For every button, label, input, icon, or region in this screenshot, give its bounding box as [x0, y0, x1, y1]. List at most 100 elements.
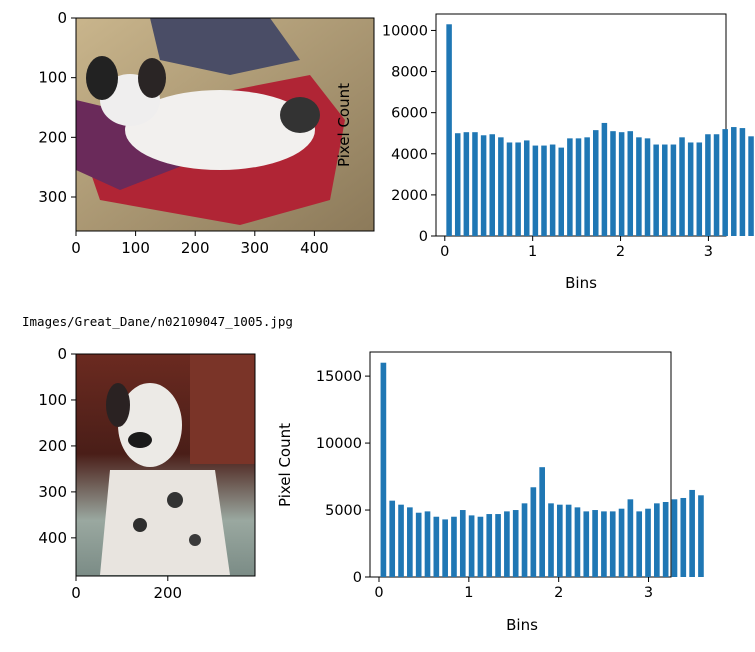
- histogram-bar: [654, 503, 660, 577]
- histogram-bar: [583, 511, 590, 578]
- histogram-bar: [609, 511, 616, 578]
- histogram-bar: [670, 144, 677, 236]
- histogram-bar: [541, 145, 547, 236]
- y-tick-label: 10000: [382, 23, 428, 39]
- photo-dog-body: [125, 90, 315, 170]
- x-tick-label: 0: [374, 585, 383, 601]
- y-tick-label: 0: [353, 570, 362, 586]
- histogram-bar: [477, 516, 484, 577]
- histogram-2-frame: [369, 351, 672, 578]
- histogram-bar: [593, 130, 599, 236]
- image-1-y-axis: 0 100 200 300: [38, 9, 76, 206]
- histogram-bar: [512, 510, 519, 577]
- photo-bookcase: [190, 354, 255, 464]
- histogram-bar: [451, 516, 457, 577]
- histogram-bar: [486, 514, 493, 577]
- y-tick-label: 0: [419, 229, 428, 245]
- histogram-bar: [480, 135, 487, 236]
- histogram-bar: [592, 510, 598, 577]
- histogram-bar: [446, 24, 452, 237]
- histogram-bar: [636, 511, 643, 578]
- histogram-bar: [556, 504, 563, 577]
- y-tick-label: 8000: [391, 65, 428, 81]
- y-tick-label: 4000: [391, 147, 428, 163]
- histogram-bar: [558, 147, 565, 236]
- histogram-bar: [433, 516, 440, 577]
- histogram-1-xlabel: Bins: [565, 274, 597, 292]
- histogram-2-xlabel: Bins: [506, 616, 538, 634]
- histogram-bar: [389, 500, 396, 577]
- histogram-bar: [565, 504, 572, 577]
- histogram-bar: [407, 507, 413, 577]
- histogram-bar: [567, 138, 573, 236]
- histogram-bar: [523, 140, 530, 236]
- histogram-bar: [424, 511, 431, 578]
- histogram-bar: [713, 134, 720, 236]
- histogram-bar: [504, 511, 510, 578]
- histogram-bar: [618, 132, 625, 236]
- histogram-bar: [459, 510, 466, 577]
- histogram-2-ylabel: Pixel Count: [276, 423, 294, 507]
- photo-dog-ear-2: [106, 383, 130, 427]
- histogram-2-bars: [380, 362, 704, 578]
- x-tick-label: 0: [71, 239, 81, 257]
- photo-dog-spot-a: [167, 492, 183, 508]
- image-panel-2: 0 200 0 100 200 300 400: [38, 345, 256, 602]
- histogram-bar: [398, 504, 404, 577]
- photo-dog-patch: [280, 97, 320, 133]
- histogram-bar: [610, 131, 616, 236]
- y-tick-label: 10000: [316, 436, 362, 452]
- histogram-2-x-axis: 0 1 2 3: [374, 577, 653, 601]
- histogram-bar: [489, 134, 495, 236]
- histogram-bar: [731, 127, 737, 236]
- histogram-bar: [662, 502, 669, 577]
- histogram-bar: [627, 499, 634, 577]
- photo-dog-nose-2: [128, 432, 152, 448]
- histogram-bar: [495, 514, 501, 577]
- y-tick-label: 200: [38, 128, 67, 146]
- x-tick-label: 200: [153, 584, 182, 602]
- y-tick-label: 400: [38, 529, 67, 547]
- x-tick-label: 100: [121, 239, 150, 257]
- y-tick-label: 2000: [391, 188, 428, 204]
- histogram-bar: [521, 503, 528, 577]
- x-tick-label: 2: [554, 585, 563, 601]
- histogram-bar: [506, 142, 513, 236]
- photo-dog-body-2: [100, 470, 230, 575]
- histogram-bar: [722, 129, 728, 236]
- y-tick-label: 100: [38, 391, 67, 409]
- histogram-bar: [645, 508, 651, 577]
- x-tick-label: 400: [300, 239, 329, 257]
- histogram-bar: [380, 362, 387, 577]
- x-tick-label: 200: [181, 239, 210, 257]
- histogram-bar: [627, 131, 634, 236]
- y-tick-label: 300: [38, 188, 67, 206]
- photo-dog-ear-right: [138, 58, 166, 98]
- histogram-bar: [696, 142, 703, 236]
- histogram-bar: [748, 136, 754, 236]
- image-1-x-axis: 0 100 200 300 400: [71, 231, 329, 257]
- histogram-bar: [532, 145, 539, 236]
- histogram-bar: [687, 142, 694, 236]
- histogram-1: 0 1 2 3 0 2000 4000 6000 8000 10000 Bins Pixel C…: [335, 13, 754, 292]
- histogram-bar: [454, 133, 461, 236]
- histogram-bar: [539, 467, 545, 577]
- histogram-bar: [644, 138, 651, 236]
- photo-blanket-stripes: [150, 18, 300, 75]
- histogram-1-x-axis: 0 1 2 3: [440, 236, 713, 260]
- histogram-bar: [662, 144, 668, 236]
- histogram-bar: [636, 137, 642, 236]
- histogram-bar: [739, 128, 746, 236]
- histogram-bar: [584, 137, 590, 236]
- histogram-1-y-axis: 0 2000 4000 6000 8000 10000: [382, 23, 436, 245]
- image-path-caption: Images/Great_Dane/n02109047_1005.jpg: [22, 314, 293, 329]
- photo-dog-ear-left: [86, 56, 118, 100]
- histogram-bar: [680, 497, 687, 577]
- y-tick-label: 5000: [325, 503, 362, 519]
- photo-dog-spot-b: [133, 518, 147, 532]
- photo-dog-spot-c: [189, 534, 201, 546]
- histogram-bar: [415, 512, 422, 577]
- histogram-bar: [689, 489, 695, 577]
- y-tick-label: 300: [38, 483, 67, 501]
- x-tick-label: 0: [440, 244, 449, 260]
